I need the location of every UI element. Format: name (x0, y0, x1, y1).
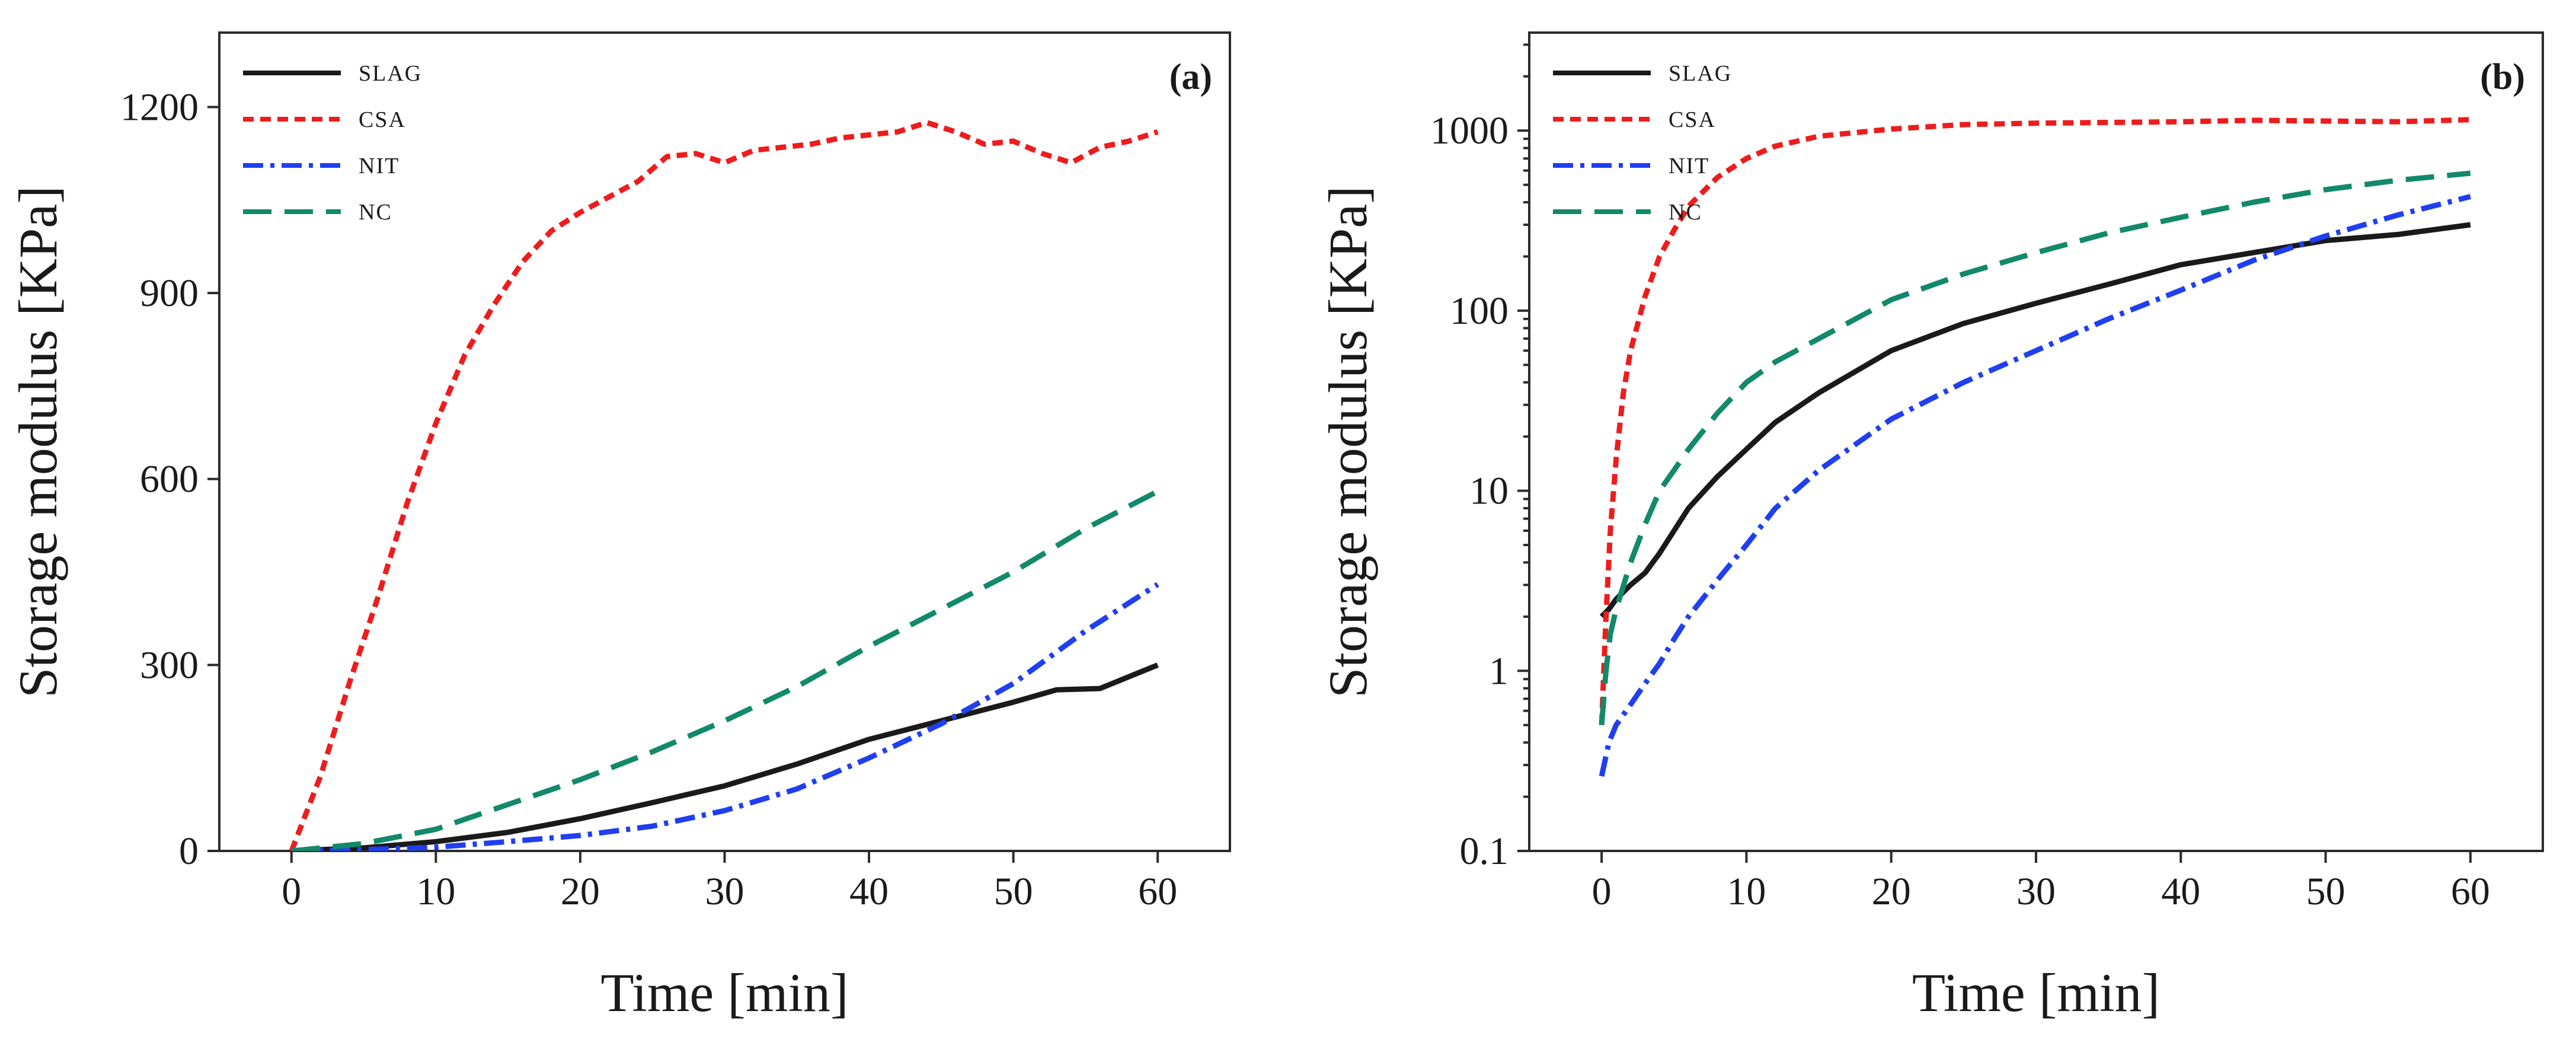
y-tick-label: 1200 (120, 85, 199, 129)
series-line-csa (1599, 117, 2471, 725)
y-tick-label: 900 (140, 272, 199, 315)
series-line-nit (1599, 194, 2472, 777)
legend-label-csa: CSA (1669, 107, 1716, 132)
x-tick-label: 60 (2451, 870, 2490, 913)
y-axis-title: Storage modulus [KPa] (1318, 186, 1378, 698)
x-tick-label: 10 (416, 870, 455, 913)
series-line-csa (289, 120, 1159, 851)
series-line-slag (291, 662, 1159, 851)
x-tick-label: 10 (1727, 870, 1766, 913)
y-axis-title: Storage modulus [KPa] (8, 186, 68, 698)
legend-label-slag: SLAG (1669, 61, 1732, 86)
x-axis-title: Time [min] (1912, 962, 2160, 1023)
y-tick-label: 1000 (1430, 109, 1508, 152)
series-line-slag (1599, 222, 2471, 619)
legend-label-nc: NC (1669, 200, 1702, 225)
x-tick-label: 40 (2161, 870, 2200, 913)
x-tick-label: 60 (1138, 870, 1177, 913)
y-tick-label: 10 (1469, 470, 1508, 513)
x-tick-label: 50 (994, 870, 1033, 913)
y-tick-label: 100 (1450, 289, 1508, 333)
y-tick-label: 0 (179, 830, 199, 873)
series-line-nc (1599, 170, 2471, 726)
x-axis-title: Time [min] (600, 962, 848, 1023)
y-tick-label: 300 (140, 643, 199, 687)
x-tick-label: 0 (282, 870, 301, 913)
y-tick-label: 1 (1489, 649, 1508, 693)
legend-label-csa: CSA (359, 107, 406, 132)
panel-label: (b) (2480, 57, 2525, 97)
series-line-nc (291, 489, 1159, 851)
legend-label-nc: NC (359, 200, 392, 225)
legend-label-slag: SLAG (359, 61, 422, 86)
x-tick-label: 0 (1592, 870, 1612, 913)
chart-panel-1: 0 10 20 30 40 50 60 0.1 1 10 100 1000 Time [min] Stor… (1318, 31, 2544, 1023)
x-tick-label: 20 (1872, 870, 1911, 913)
y-tick-label: 600 (140, 458, 199, 501)
panel-label: (a) (1169, 57, 1212, 97)
x-tick-label: 40 (849, 870, 889, 913)
legend-label-nit: NIT (1669, 154, 1709, 178)
series-line-nit (291, 582, 1159, 851)
y-tick-label: 0.1 (1460, 830, 1509, 873)
x-tick-label: 20 (561, 870, 600, 913)
x-tick-label: 50 (2306, 870, 2345, 913)
x-tick-label: 30 (705, 870, 744, 913)
legend-label-nit: NIT (359, 154, 399, 178)
x-tick-label: 30 (2016, 870, 2056, 913)
